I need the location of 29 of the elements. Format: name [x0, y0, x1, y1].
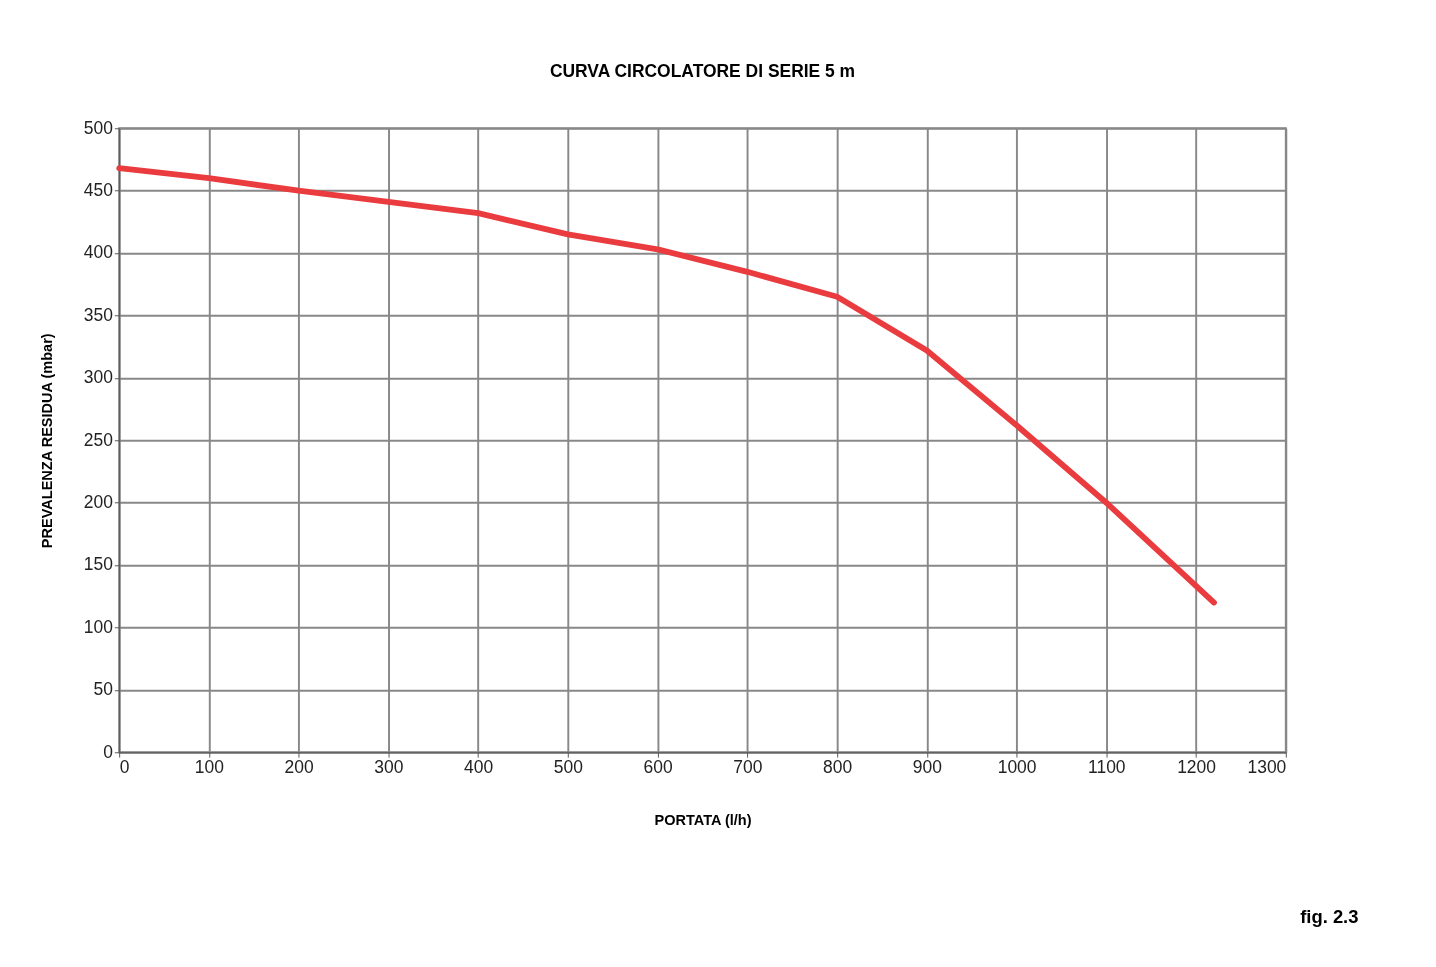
y-tick-label: 450 [83, 180, 114, 201]
x-tick-label: 400 [464, 757, 494, 778]
x-tick-label: 800 [823, 757, 853, 778]
y-tick-label: 400 [83, 242, 114, 263]
y-tick-label: 150 [83, 554, 114, 575]
x-tick-label: 500 [553, 757, 584, 778]
x-tick-label: 1200 [1177, 757, 1217, 778]
y-axis-title: PREVALENZA RESIDUA (mbar) [38, 333, 55, 549]
caption: fig. 2.3 [1300, 905, 1359, 927]
x-tick-label: 600 [643, 757, 673, 778]
y-tick-label: 300 [83, 367, 114, 388]
x-tick-label: 1000 [997, 757, 1037, 778]
y-tick-label: 200 [83, 492, 114, 513]
x-tick-label: 1100 [1088, 757, 1126, 778]
x-axis-title: PORTATA (l/h) [654, 812, 752, 829]
y-tick-label: 500 [83, 117, 114, 138]
y-tick-label: 100 [83, 616, 114, 637]
y-tick-label: 250 [83, 429, 114, 450]
y-tick-label: 350 [83, 304, 114, 325]
x-tick-label: 1300 [1247, 757, 1287, 778]
x-tick-label: 700 [733, 757, 763, 778]
x-tick-label: 100 [194, 757, 225, 778]
x-tick-label: 900 [912, 757, 943, 778]
y-tick-label: 0 [103, 741, 114, 762]
y-tick-label: 50 [93, 679, 114, 700]
chart-title: CURVA CIRCOLATORE DI SERIE 5 m [549, 60, 856, 81]
x-tick-label: 300 [374, 757, 404, 778]
x-tick-label: 0 [119, 757, 130, 778]
x-tick-label: 200 [284, 757, 314, 778]
